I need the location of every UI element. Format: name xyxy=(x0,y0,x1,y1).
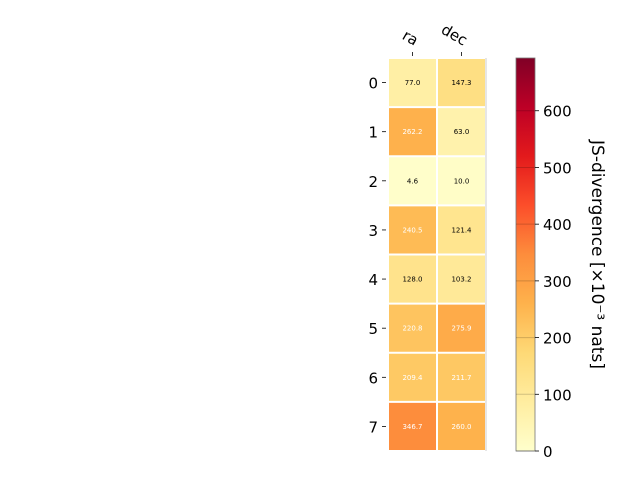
cell-value-label: 4.6 xyxy=(407,177,419,185)
cell-value-label: 211.7 xyxy=(451,374,471,382)
row-tick-label: 5 xyxy=(368,320,378,338)
row-tick-label: 4 xyxy=(368,271,378,289)
heatmap-cell xyxy=(389,108,436,156)
cell-value-label: 121.4 xyxy=(451,226,472,234)
cell-value-label: 103.2 xyxy=(451,276,471,284)
colorbar-tick-label: 600 xyxy=(543,103,572,121)
heatmap-cell xyxy=(438,59,485,107)
row-tick-label: 1 xyxy=(368,124,378,142)
heatmap-cell xyxy=(389,402,436,450)
colorbar-label: JS-divergence [×10⁻³ nats] xyxy=(587,139,607,369)
colorbar-tick-label: 100 xyxy=(543,386,572,404)
heatmap-cell xyxy=(438,108,485,156)
row-tick-label: 7 xyxy=(368,418,378,436)
heatmap-grid: 77.0 147.3 262.2 63.0 4.6 10.0 240.5 121.4 128.0… xyxy=(389,59,485,450)
cell-value-label: 260.0 xyxy=(451,423,471,431)
column-tick-label: ra xyxy=(399,26,421,49)
heatmap-cell xyxy=(389,157,436,205)
heatmap-cell xyxy=(389,353,436,401)
cell-value-label: 346.7 xyxy=(402,423,422,431)
colorbar-tick-label: 0 xyxy=(543,443,553,461)
heatmap-cell xyxy=(389,206,436,254)
cell-value-label: 209.4 xyxy=(402,374,423,382)
heatmap-cell xyxy=(438,353,485,401)
colorbar-tick-label: 200 xyxy=(543,330,572,348)
cell-value-label: 128.0 xyxy=(402,276,422,284)
heatmap-cell xyxy=(389,255,436,303)
heatmap-cell xyxy=(389,59,436,107)
cell-value-label: 77.0 xyxy=(405,79,421,87)
cell-value-label: 147.3 xyxy=(451,79,471,87)
heatmap-cell xyxy=(438,157,485,205)
row-tick-label: 0 xyxy=(368,75,378,93)
column-tick-label: dec xyxy=(438,20,470,49)
cell-value-label: 262.2 xyxy=(402,128,422,136)
cell-value-label: 10.0 xyxy=(454,177,470,185)
heatmap-cell xyxy=(389,304,436,352)
colorbar-gradient xyxy=(515,57,536,452)
heatmap-cell xyxy=(438,304,485,352)
row-tick-label: 6 xyxy=(368,369,378,387)
cell-value-label: 275.9 xyxy=(451,325,471,333)
cell-value-label: 220.8 xyxy=(402,325,422,333)
row-tick-label: 2 xyxy=(368,173,378,191)
cell-value-label: 240.5 xyxy=(402,226,422,234)
heatmap-cell xyxy=(438,255,485,303)
heatmap-cell xyxy=(438,402,485,450)
colorbar: 0 100 200 300 400 500 600 JS-divergence [×10⁻³ … xyxy=(515,57,607,461)
colorbar-tick-label: 500 xyxy=(543,159,572,177)
row-tick-label: 3 xyxy=(368,222,378,240)
colorbar-tick-label: 400 xyxy=(543,216,572,234)
cell-value-label: 63.0 xyxy=(454,128,470,136)
heatmap-cell xyxy=(438,206,485,254)
colorbar-tick-label: 300 xyxy=(543,273,572,291)
